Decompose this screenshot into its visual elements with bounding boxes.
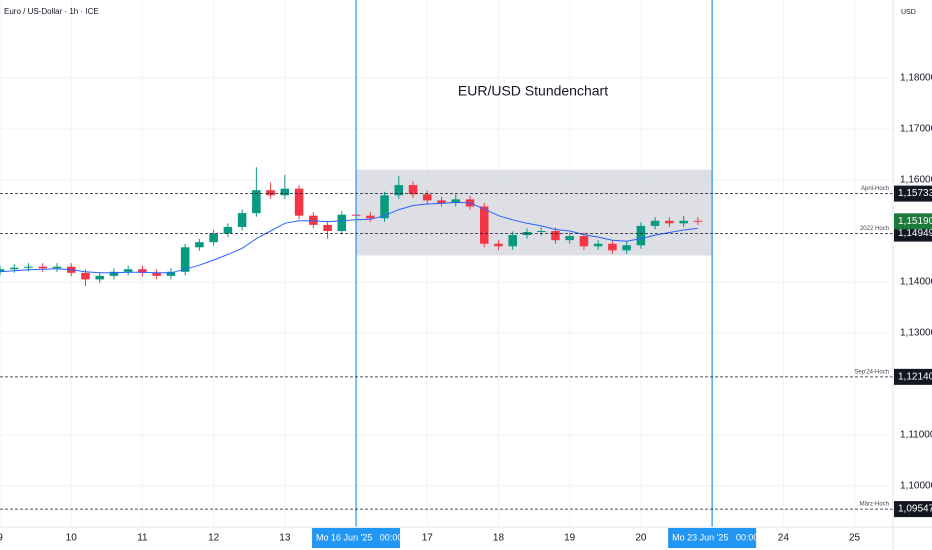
level-label: 1,15733 — [898, 188, 932, 199]
candle-body — [665, 220, 674, 224]
level-box — [894, 501, 932, 518]
candle-body — [437, 200, 446, 203]
candle-body — [408, 185, 418, 195]
time-highlight — [312, 528, 401, 548]
y-tick-label: 1,14000 — [900, 277, 932, 288]
level-label: 1,09547 — [898, 504, 932, 515]
x-tick-label: 20 — [635, 533, 647, 544]
candle-body — [9, 267, 19, 270]
candle-body — [380, 195, 389, 219]
x-tick-label: 17 — [422, 533, 434, 544]
x-tick-label: 24 — [778, 533, 790, 544]
candle-body — [266, 190, 275, 196]
x-tick-label: 9 — [0, 533, 3, 544]
candle-body — [394, 185, 404, 196]
candle-body — [152, 272, 161, 276]
y-tick-label: 1,16000 — [900, 175, 932, 186]
x-tick-label: 12 — [208, 533, 220, 544]
candle-body — [679, 220, 688, 224]
last-price-box — [894, 213, 932, 230]
candle-body — [81, 272, 90, 280]
level-label: 1,14949 — [898, 228, 932, 239]
candle-body — [608, 243, 617, 251]
candle-body — [109, 271, 119, 276]
x-tick-label: 13 — [279, 533, 291, 544]
candle-body — [494, 243, 503, 247]
candle-body — [223, 226, 233, 234]
last-price-label: 1,15190 — [898, 216, 932, 227]
candle-body — [24, 266, 33, 268]
currency-label: USD — [901, 9, 916, 16]
x-tick-label: Mo 23 Jun '25 00:00 — [672, 532, 758, 542]
y-tick-label: 1,11000 — [900, 430, 932, 441]
candle-body — [252, 190, 261, 214]
chart-title: Euro / US-Dollar · 1h · ICE — [4, 7, 99, 16]
level-label: 1,12140 — [898, 371, 932, 382]
candle-body — [237, 213, 247, 227]
x-tick-label: Mo 16 Jun '25 00:00 — [316, 532, 402, 542]
y-tick-label: 1,10000 — [900, 481, 932, 492]
y-tick-label: 1,13000 — [900, 328, 932, 339]
candle-body — [309, 215, 318, 225]
x-tick-label: 19 — [564, 533, 576, 544]
x-tick-label: 10 — [66, 533, 78, 544]
candle-body — [650, 220, 660, 226]
level-box — [894, 185, 932, 202]
level-name: 2022 Hoch — [860, 226, 889, 232]
candle-body — [508, 235, 517, 247]
candle-body — [323, 224, 332, 231]
candle-body — [451, 199, 461, 203]
candle-body — [195, 242, 204, 248]
level-name: Sep'24-Hoch — [855, 369, 890, 375]
y-tick-label: 1,18000 — [900, 73, 932, 84]
candle-body — [52, 266, 62, 269]
candle-body — [180, 247, 190, 272]
candle-body — [423, 194, 432, 201]
candle-body — [0, 269, 5, 272]
candle-body — [622, 245, 631, 251]
candle-body — [294, 188, 304, 216]
moving-average — [0, 201, 698, 274]
candle-body — [693, 220, 703, 222]
range-zone — [356, 169, 713, 256]
candle-body — [579, 236, 589, 247]
level-box — [894, 225, 932, 242]
y-tick-label: 1,17000 — [900, 124, 932, 135]
candle-body — [138, 269, 147, 273]
candle-body — [38, 266, 47, 269]
candle-body — [337, 214, 347, 231]
candle-body — [593, 243, 603, 247]
x-tick-label: 25 — [849, 533, 861, 544]
candle-body — [479, 206, 489, 244]
level-name: April-Hoch — [861, 186, 889, 192]
level-name: März-Hoch — [860, 502, 889, 508]
candle-body — [209, 233, 218, 243]
level-box — [894, 368, 932, 385]
candle-body — [536, 230, 546, 233]
candle-body — [280, 188, 290, 196]
candle-body — [551, 230, 560, 241]
x-tick-label: 11 — [137, 533, 148, 544]
candle-body — [123, 269, 133, 272]
annotation: EUR/USD Stundenchart — [458, 83, 608, 99]
candle-body — [565, 236, 574, 241]
x-tick-label: 18 — [493, 533, 505, 544]
candle-body — [366, 215, 375, 219]
candle-body — [636, 225, 646, 246]
candle-body — [95, 275, 104, 280]
time-highlight — [668, 528, 757, 548]
candle-body — [166, 271, 176, 276]
